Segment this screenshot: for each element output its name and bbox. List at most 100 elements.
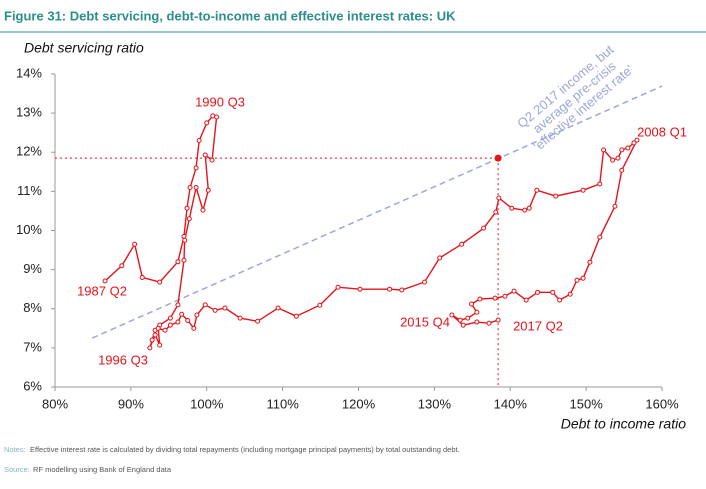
data-point [167,322,173,328]
y-tick-label: 7% [23,339,42,354]
data-point [185,317,191,323]
data-point [179,311,185,317]
annotation: 2017 Q2 [513,318,563,333]
data-point [202,152,208,158]
data-point [205,187,211,193]
data-point [212,307,218,313]
data-point [597,234,603,240]
data-point [209,157,215,163]
x-tick-label: 110% [266,396,299,411]
data-point [625,145,631,151]
data-point [495,317,501,323]
data-point [147,345,153,351]
data-point [222,305,228,311]
data-point [181,257,187,263]
data-point [193,184,199,190]
reference-point [494,154,502,162]
data-point [474,319,480,325]
data-point [459,241,465,247]
data-point [132,241,138,247]
y-tick-label: 9% [23,261,42,276]
data-point [526,205,532,211]
data-point [612,203,618,209]
data-point [511,288,517,294]
data-point [580,275,586,281]
y-tick-label: 11% [17,183,42,198]
data-point [162,327,168,333]
x-tick-label: 150% [570,396,604,411]
data-point [181,233,187,239]
data-point [634,137,640,143]
y-tick-label: 13% [16,105,42,120]
data-point [184,205,190,211]
data-point [601,147,607,153]
data-point [204,120,210,126]
annotation: 2015 Q4 [400,314,450,329]
data-point [522,207,528,213]
data-point [493,209,499,215]
y-tick-label: 8% [23,300,42,315]
data-point [200,207,206,213]
data-point [182,237,188,243]
data-point [460,322,466,328]
data-point [597,181,603,187]
data-point [619,147,625,153]
data-point [255,318,261,324]
data-point [194,312,200,318]
data-point [496,195,502,201]
x-axis-label: Debt to income ratio [561,416,686,432]
data-point [486,320,492,326]
data-point [149,337,155,343]
data-point [422,279,428,285]
data-point [557,297,563,303]
notes: Effective interest rate is calculated by… [30,445,460,454]
data-point [387,286,393,292]
annotation: 1990 Q3 [195,94,245,109]
data-point [523,297,529,303]
data-point [175,319,181,325]
data-point [357,286,363,292]
data-point [119,263,125,269]
data-point [139,274,145,280]
data-point [193,165,199,171]
data-point [157,342,163,348]
data-point [293,313,299,319]
y-tick-label: 10% [16,222,42,237]
data-point [102,278,108,284]
annotation: 1987 Q2 [77,283,127,298]
data-point [167,315,173,321]
data-point [610,157,616,163]
x-tick-label: 160% [645,396,679,411]
data-point [157,279,163,285]
annotation: 1996 Q3 [98,352,148,367]
y-tick-label: 14% [16,65,42,80]
data-point [534,187,540,193]
data-point [492,295,498,301]
data-point [214,114,220,120]
data-point [631,140,637,146]
data-point [437,255,443,261]
data-point [237,315,243,321]
data-point [449,312,455,318]
data-point [535,289,541,295]
data-point [196,138,202,144]
data-point [186,216,192,222]
data-point [481,225,487,231]
data-point [152,332,158,338]
data-point [202,302,208,308]
data-point [399,287,405,293]
data-point [175,259,181,265]
x-tick-label: 90% [118,396,144,411]
data-point [317,302,323,308]
data-point [191,325,197,331]
x-tick-label: 80% [42,396,68,411]
data-point [619,167,625,173]
annotation: 2008 Q1 [637,124,687,139]
data-point [474,309,480,315]
y-tick-label: 6% [23,378,42,393]
data-point [469,301,475,307]
x-tick-label: 100% [190,396,224,411]
reference-line [91,85,663,339]
data-point [553,193,559,199]
